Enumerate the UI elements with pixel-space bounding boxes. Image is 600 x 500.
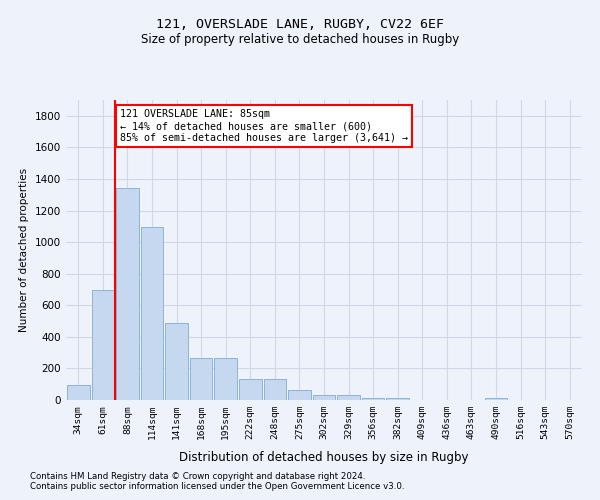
Bar: [239, 380, 262, 400]
Bar: [337, 396, 360, 400]
Bar: [313, 396, 335, 400]
Bar: [485, 398, 508, 400]
Y-axis label: Number of detached properties: Number of detached properties: [19, 168, 29, 332]
Bar: [288, 390, 311, 400]
Bar: [165, 322, 188, 400]
Text: 121 OVERSLADE LANE: 85sqm
← 14% of detached houses are smaller (600)
85% of semi: 121 OVERSLADE LANE: 85sqm ← 14% of detac…: [120, 110, 408, 142]
Bar: [116, 188, 139, 400]
Bar: [386, 398, 409, 400]
Bar: [263, 380, 286, 400]
Text: Size of property relative to detached houses in Rugby: Size of property relative to detached ho…: [141, 32, 459, 46]
Text: Contains HM Land Registry data © Crown copyright and database right 2024.: Contains HM Land Registry data © Crown c…: [30, 472, 365, 481]
Bar: [140, 227, 163, 400]
Text: Contains public sector information licensed under the Open Government Licence v3: Contains public sector information licen…: [30, 482, 404, 491]
Bar: [214, 358, 237, 400]
Text: Distribution of detached houses by size in Rugby: Distribution of detached houses by size …: [179, 451, 469, 464]
Bar: [92, 290, 114, 400]
Text: 121, OVERSLADE LANE, RUGBY, CV22 6EF: 121, OVERSLADE LANE, RUGBY, CV22 6EF: [156, 18, 444, 30]
Bar: [190, 358, 212, 400]
Bar: [362, 398, 385, 400]
Bar: [67, 385, 89, 400]
